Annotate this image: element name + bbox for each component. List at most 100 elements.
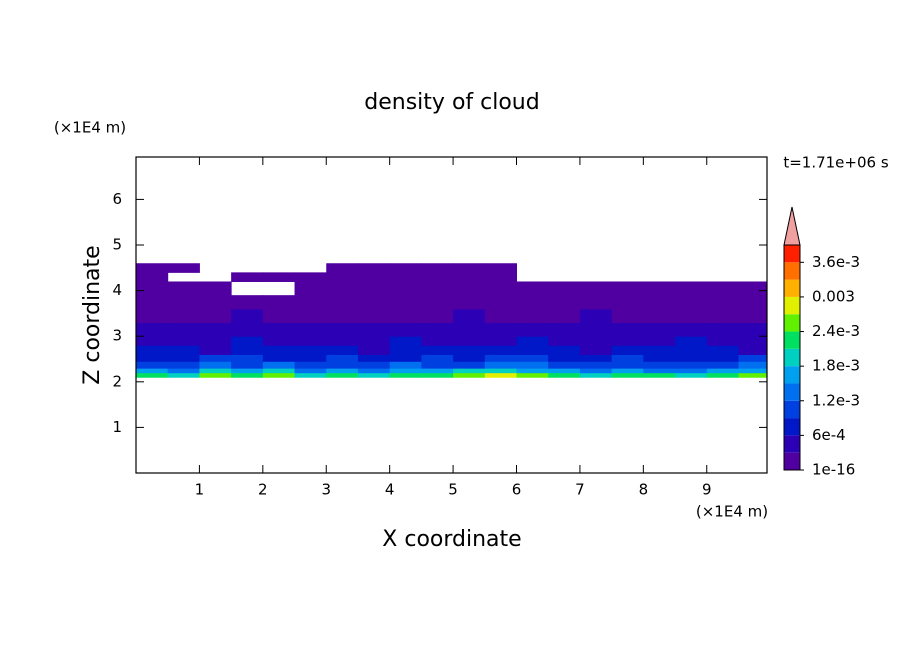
contour-cell (167, 372, 200, 378)
contour-cell (421, 308, 454, 324)
contour-cell (326, 345, 359, 355)
colorbar-band (784, 331, 800, 349)
contour-cell (262, 345, 296, 355)
contour-cell (326, 368, 359, 374)
colorbar-band (784, 400, 800, 419)
contour-cell (294, 354, 327, 362)
contour-cell (167, 336, 200, 346)
x-tick-label: 7 (575, 481, 585, 499)
contour-cell (453, 336, 486, 346)
contour-cell (421, 372, 454, 378)
time-label: t=1.71e+06 s (783, 154, 889, 172)
contour-cell (738, 322, 768, 337)
contour-cell (357, 372, 391, 378)
contour-cell (136, 345, 169, 355)
contour-cell (262, 272, 296, 282)
contour-cell (706, 322, 739, 337)
y-tick-label: 3 (112, 327, 122, 345)
contour-cell (579, 336, 613, 346)
contour-cell (738, 372, 768, 378)
contour-cell (199, 295, 232, 310)
contour-cell (136, 361, 169, 369)
contour-cell (516, 372, 549, 378)
colorbar-band (784, 262, 800, 280)
contour-cell (231, 308, 264, 324)
contour-cell (706, 281, 739, 296)
contour-cell (548, 295, 581, 310)
contour-cell (516, 322, 549, 337)
contour-cell (548, 336, 581, 346)
contour-cell (357, 336, 391, 346)
contour-cell (357, 368, 391, 374)
contour-cell (231, 368, 264, 374)
contour-cell (231, 372, 264, 378)
contour-cell (294, 372, 327, 378)
contour-cell (738, 295, 768, 310)
contour-cell (643, 345, 676, 355)
contour-cell (389, 295, 422, 310)
x-tick-label: 2 (258, 481, 268, 499)
contour-cell (706, 336, 739, 346)
contour-cell (389, 354, 422, 362)
contour-cell (167, 263, 200, 273)
chart-title: density of cloud (364, 90, 539, 115)
x-tick-label: 9 (702, 481, 712, 499)
contour-cell (484, 308, 518, 324)
contour-cell (611, 336, 644, 346)
contour-cell (326, 308, 359, 324)
contour-cell (389, 368, 422, 374)
contour-cell (326, 295, 359, 310)
contour-cell (231, 361, 264, 369)
contour-cell (167, 308, 200, 324)
contour-cell (579, 372, 613, 378)
contour-cell (453, 295, 486, 310)
contour-cell (357, 322, 391, 337)
contour-cell (453, 368, 486, 374)
contour-cell (136, 336, 169, 346)
contour-cell (738, 368, 768, 374)
contour-cell (199, 308, 232, 324)
y-tick-label: 5 (112, 236, 122, 254)
colorbar-tick-label: 0.003 (812, 287, 855, 305)
contour-cell (167, 281, 200, 296)
colorbar-band (784, 245, 800, 263)
y-tick-label: 6 (112, 190, 122, 208)
contour-cell (199, 354, 232, 362)
colorbar-tick-label: 6e-4 (812, 426, 846, 444)
contour-cell (167, 322, 200, 337)
contour-cell (484, 372, 518, 378)
contour-cell (357, 345, 391, 355)
y-axis-label: Z coordinate (80, 245, 105, 384)
contour-cell (326, 281, 359, 296)
contour-cell (738, 336, 768, 346)
contour-cell (357, 361, 391, 369)
x-tick-label: 5 (448, 481, 458, 499)
colorbar-extension (783, 206, 801, 246)
contour-cell (453, 263, 486, 273)
contour-cell (453, 372, 486, 378)
colorbar-tick-label: 3.6e-3 (812, 253, 860, 271)
colorbar-band (784, 452, 800, 470)
colorbar-tick-label: 1.8e-3 (812, 357, 860, 375)
contour-cell (231, 272, 264, 282)
contour-cell (326, 361, 359, 369)
contour-cell (611, 354, 644, 362)
contour-cell (199, 368, 232, 374)
contour-cell (516, 345, 549, 355)
contour-cell (453, 281, 486, 296)
contour-cell (643, 336, 676, 346)
contour-cell (706, 372, 739, 378)
x-unit-label: (×1E4 m) (696, 503, 768, 521)
contour-cell (199, 361, 232, 369)
contour-cell (516, 308, 549, 324)
contour-cell (294, 345, 327, 355)
contour-cell (548, 345, 581, 355)
contour-cell (516, 354, 549, 362)
contour-cell (389, 345, 422, 355)
contour-cell (231, 345, 264, 355)
contour-cell (357, 354, 391, 362)
contour-cell (294, 272, 327, 282)
contour-cell (675, 372, 708, 378)
contour-cell (167, 361, 200, 369)
contour-cell (136, 281, 169, 296)
